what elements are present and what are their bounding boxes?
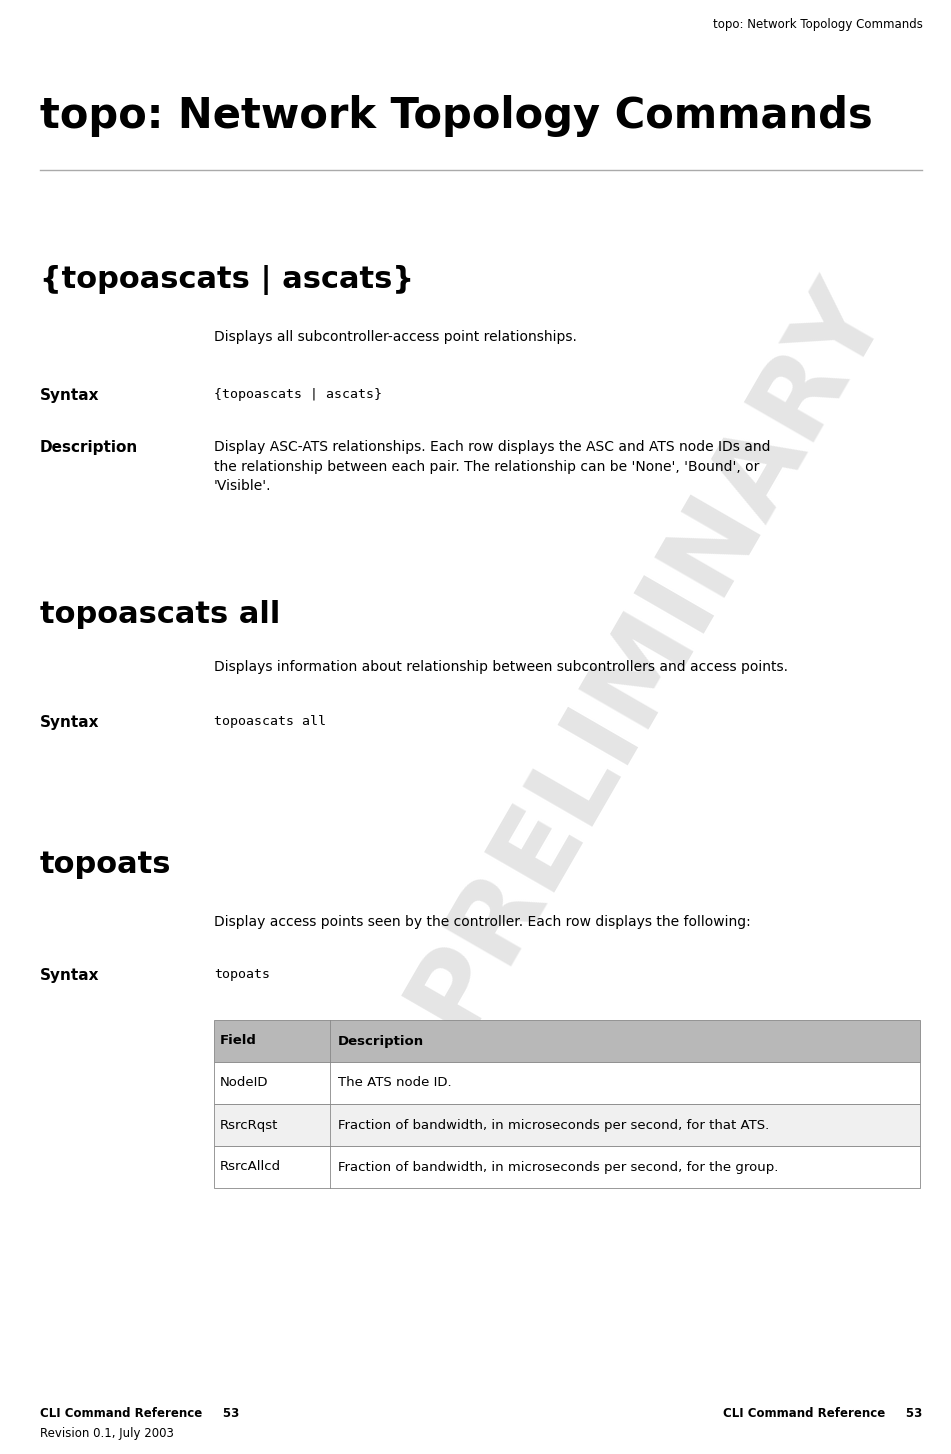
Text: Displays information about relationship between subcontrollers and access points: Displays information about relationship … — [214, 660, 788, 675]
Text: topoascats all: topoascats all — [40, 601, 281, 630]
Text: topo: Network Topology Commands: topo: Network Topology Commands — [712, 17, 922, 31]
Text: {topoascats | ascats}: {topoascats | ascats} — [40, 265, 414, 295]
Text: Display access points seen by the controller. Each row displays the following:: Display access points seen by the contro… — [214, 915, 750, 929]
Text: Fraction of bandwidth, in microseconds per second, for the group.: Fraction of bandwidth, in microseconds p… — [338, 1160, 778, 1173]
Text: topo: Network Topology Commands: topo: Network Topology Commands — [40, 95, 873, 137]
Bar — [214, 1146, 920, 1188]
Text: Syntax: Syntax — [40, 388, 100, 403]
Text: {topoascats | ascats}: {topoascats | ascats} — [214, 388, 382, 401]
Bar — [214, 1104, 920, 1146]
Text: CLI Command Reference     53: CLI Command Reference 53 — [40, 1407, 240, 1421]
Text: Syntax: Syntax — [40, 968, 100, 983]
Text: CLI Command Reference     53: CLI Command Reference 53 — [723, 1407, 922, 1421]
Text: topoats: topoats — [214, 968, 270, 981]
Text: Description: Description — [338, 1034, 424, 1047]
Text: Display ASC-ATS relationships. Each row displays the ASC and ATS node IDs and
th: Display ASC-ATS relationships. Each row … — [214, 441, 770, 493]
Text: RsrcRqst: RsrcRqst — [220, 1118, 279, 1131]
Text: topoats: topoats — [40, 851, 171, 880]
Text: PRELIMINARY: PRELIMINARY — [389, 262, 904, 1047]
Text: Description: Description — [40, 441, 138, 455]
Text: The ATS node ID.: The ATS node ID. — [338, 1076, 452, 1089]
Text: Fraction of bandwidth, in microseconds per second, for that ATS.: Fraction of bandwidth, in microseconds p… — [338, 1118, 769, 1131]
Text: RsrcAllcd: RsrcAllcd — [220, 1160, 281, 1173]
Text: topoascats all: topoascats all — [214, 715, 326, 728]
Bar — [214, 1021, 920, 1061]
Text: Revision 0.1, July 2003: Revision 0.1, July 2003 — [40, 1426, 174, 1439]
Bar — [214, 1061, 920, 1104]
Text: NodeID: NodeID — [220, 1076, 268, 1089]
Text: Syntax: Syntax — [40, 715, 100, 730]
Text: Displays all subcontroller-access point relationships.: Displays all subcontroller-access point … — [214, 330, 577, 345]
Text: Field: Field — [220, 1034, 257, 1047]
